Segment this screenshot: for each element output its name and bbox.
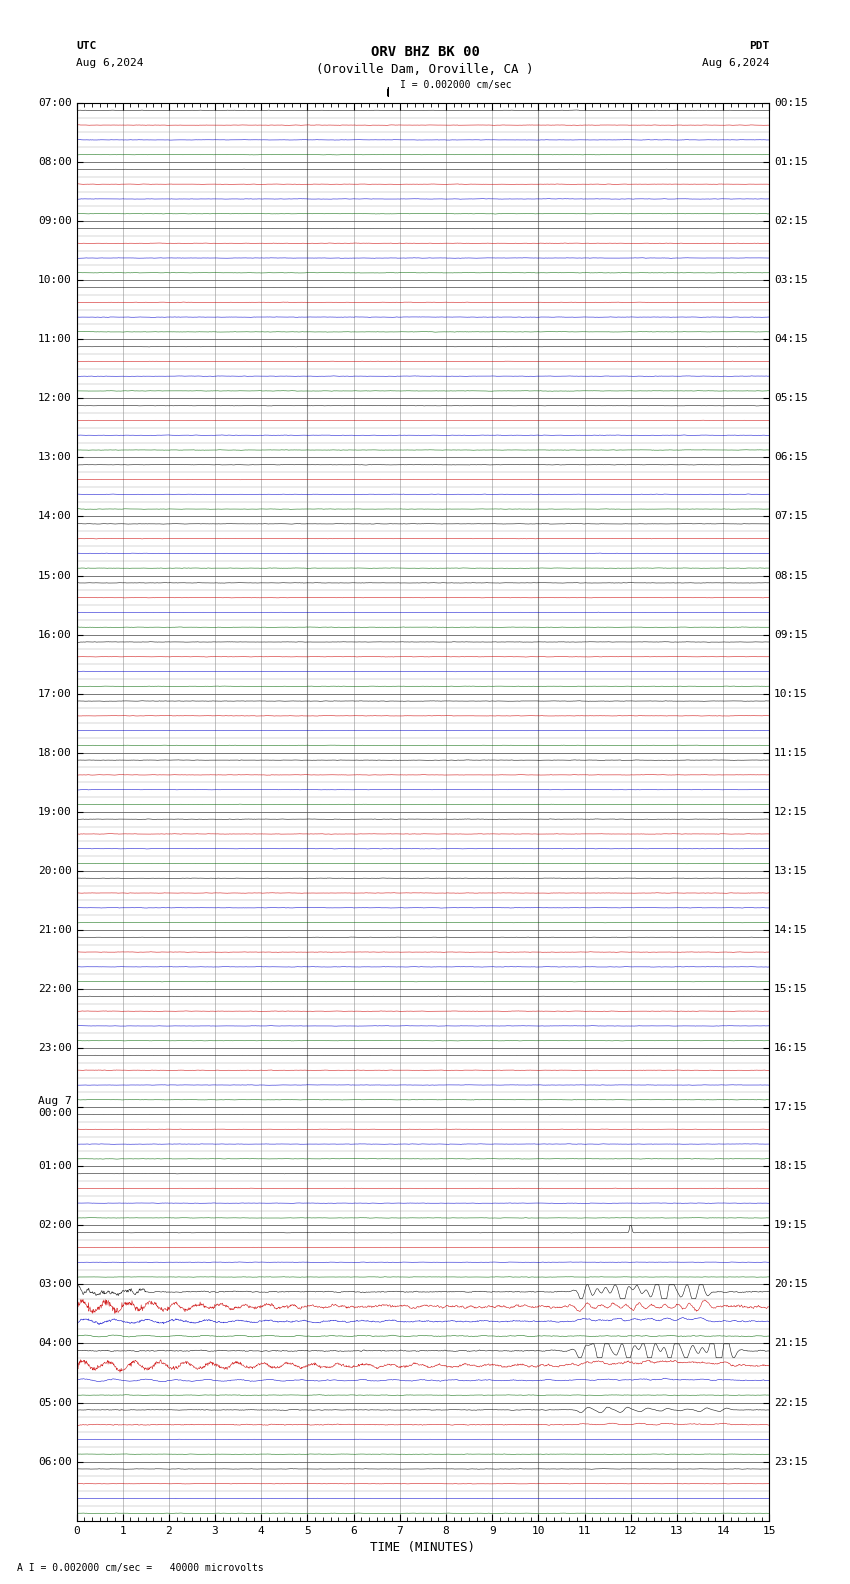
Text: ORV BHZ BK 00: ORV BHZ BK 00 <box>371 46 479 59</box>
Text: Aug 6,2024: Aug 6,2024 <box>702 59 769 68</box>
Text: (Oroville Dam, Oroville, CA ): (Oroville Dam, Oroville, CA ) <box>316 63 534 76</box>
Text: I = 0.002000 cm/sec: I = 0.002000 cm/sec <box>400 81 511 90</box>
Text: PDT: PDT <box>749 41 769 51</box>
Text: A I = 0.002000 cm/sec =   40000 microvolts: A I = 0.002000 cm/sec = 40000 microvolts <box>17 1563 264 1573</box>
Text: Aug 6,2024: Aug 6,2024 <box>76 59 144 68</box>
Text: UTC: UTC <box>76 41 97 51</box>
X-axis label: TIME (MINUTES): TIME (MINUTES) <box>371 1541 475 1554</box>
